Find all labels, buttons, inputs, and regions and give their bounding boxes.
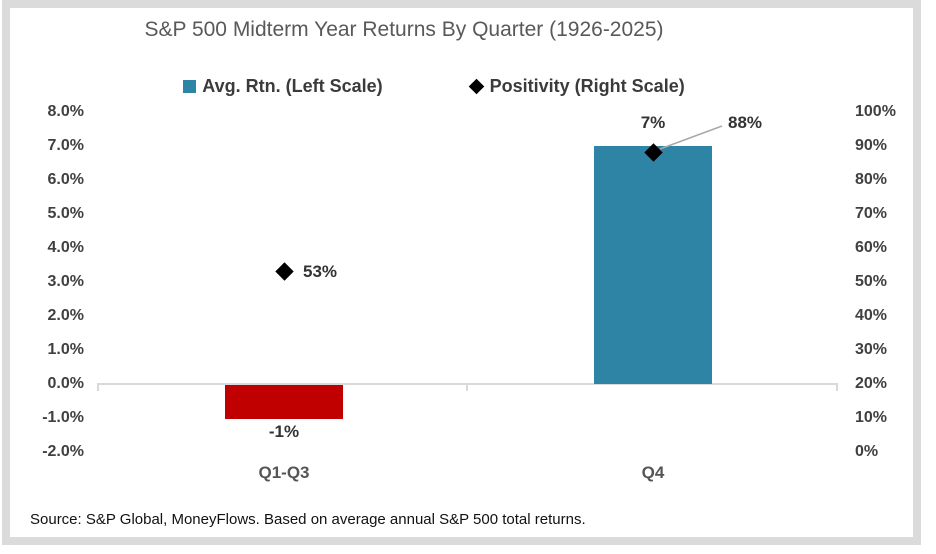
legend-label-positivity: Positivity (Right Scale) (489, 75, 685, 96)
data-label-q1q3-positivity: 53% (303, 262, 338, 281)
left-axis-label: -1.0% (42, 409, 84, 426)
bar-series-swatch-icon (183, 79, 197, 93)
source-note: Source: S&P Global, MoneyFlows. Based on… (30, 511, 586, 528)
legend-label-avg-rtn: Avg. Rtn. (Left Scale) (202, 75, 383, 96)
left-axis-label: -2.0% (42, 443, 84, 460)
data-label-q1q3-return: -1% (268, 422, 300, 441)
category-label-q4: Q4 (641, 463, 665, 482)
right-axis-label: 20% (855, 375, 888, 392)
legend-item-avg-rtn: Avg. Rtn. (Left Scale) (183, 75, 383, 97)
category-label-q1q3: Q1-Q3 (258, 463, 310, 482)
bar-1 (594, 146, 712, 384)
left-axis-label: 2.0% (47, 307, 84, 324)
right-axis-label: 70% (855, 205, 888, 222)
right-axis-label: 60% (855, 239, 888, 256)
leader-line-icon (659, 125, 723, 150)
right-axis-label: 80% (855, 171, 888, 188)
legend: Avg. Rtn. (Left Scale) Positivity (Right… (0, 74, 868, 98)
x-axis-tick (836, 383, 838, 391)
data-label-q4-positivity: 88% (728, 113, 763, 132)
right-axis-label: 50% (855, 273, 888, 290)
left-axis-label: 5.0% (47, 205, 84, 222)
x-axis-tick (466, 383, 468, 391)
left-axis-label: 0.0% (47, 375, 84, 392)
x-axis-tick (97, 383, 99, 391)
left-axis-label: 3.0% (47, 273, 84, 290)
left-axis-label: 8.0% (47, 103, 84, 120)
left-axis-label: 7.0% (47, 137, 84, 154)
right-axis-label: 90% (855, 137, 888, 154)
chart-frame (2, 0, 921, 545)
x-axis-line (98, 383, 838, 385)
right-axis-label: 10% (855, 409, 888, 426)
legend-item-positivity: Positivity (Right Scale) (468, 75, 685, 97)
diamond-marker-icon (468, 78, 484, 94)
right-axis-label: 0% (855, 443, 879, 460)
left-axis-label: 4.0% (47, 239, 84, 256)
right-axis-label: 40% (855, 307, 888, 324)
left-axis-label: 1.0% (47, 341, 84, 358)
right-axis-label: 30% (855, 341, 888, 358)
data-label-q4-return: 7% (640, 113, 666, 132)
chart-title: S&P 500 Midterm Year Returns By Quarter … (144, 18, 664, 41)
bar-0 (225, 385, 343, 419)
right-axis-label: 100% (855, 103, 896, 120)
left-axis-label: 6.0% (47, 171, 84, 188)
